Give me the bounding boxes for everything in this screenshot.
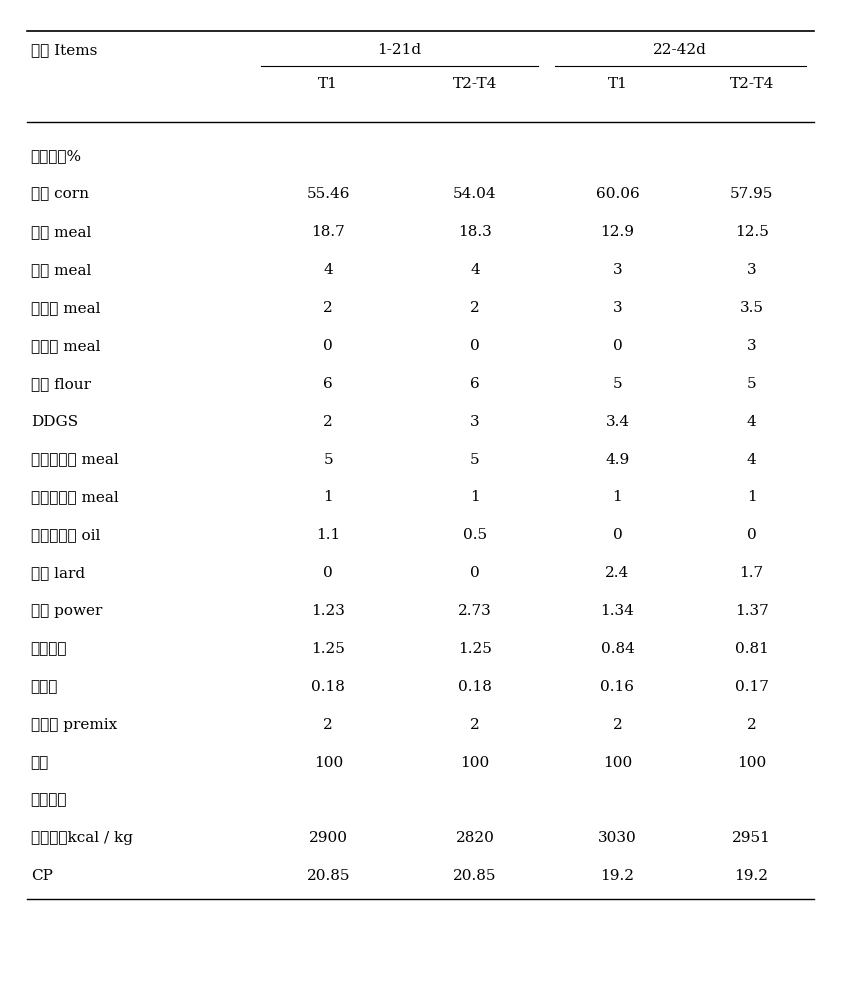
Text: 3: 3: [613, 301, 622, 315]
Text: 2: 2: [470, 718, 480, 732]
Text: 0.84: 0.84: [600, 642, 634, 656]
Text: 0: 0: [747, 528, 756, 542]
Text: 6: 6: [324, 377, 333, 391]
Text: 1.25: 1.25: [311, 642, 346, 656]
Text: T1: T1: [319, 77, 338, 91]
Text: 100: 100: [314, 756, 343, 770]
Text: 4: 4: [324, 263, 333, 277]
Text: 1.1: 1.1: [316, 528, 341, 542]
Text: 55.46: 55.46: [307, 187, 350, 201]
Text: CP: CP: [31, 869, 53, 883]
Text: 2: 2: [747, 718, 756, 732]
Text: 57.95: 57.95: [730, 187, 773, 201]
Text: 0.5: 0.5: [463, 528, 487, 542]
Text: 玉米 corn: 玉米 corn: [31, 187, 89, 201]
Text: 3: 3: [747, 339, 756, 353]
Text: 20.85: 20.85: [307, 869, 350, 883]
Text: 60.06: 60.06: [595, 187, 639, 201]
Text: 3: 3: [747, 263, 756, 277]
Text: 1.34: 1.34: [600, 604, 634, 618]
Text: 0.16: 0.16: [600, 680, 634, 694]
Text: 2: 2: [324, 301, 333, 315]
Text: 0: 0: [324, 566, 333, 580]
Text: 0.81: 0.81: [735, 642, 769, 656]
Text: 12.9: 12.9: [600, 225, 634, 239]
Text: 水解羽毛粉 meal: 水解羽毛粉 meal: [31, 490, 119, 504]
Text: 1: 1: [747, 490, 756, 504]
Text: 1: 1: [612, 490, 622, 504]
Text: 5: 5: [747, 377, 756, 391]
Text: 2.4: 2.4: [606, 566, 630, 580]
Text: 0: 0: [470, 339, 480, 353]
Text: 22-42d: 22-42d: [653, 43, 707, 57]
Text: 0: 0: [612, 528, 622, 542]
Text: 5: 5: [470, 453, 480, 467]
Text: 预混料 premix: 预混料 premix: [31, 718, 117, 732]
Text: 4: 4: [747, 415, 756, 429]
Text: 蛋氨酸: 蛋氨酸: [31, 680, 58, 694]
Text: 100: 100: [737, 756, 766, 770]
Text: 4: 4: [470, 263, 480, 277]
Text: 营养水平: 营养水平: [31, 794, 67, 808]
Text: 豆粕 meal: 豆粕 meal: [31, 225, 91, 239]
Text: 1.25: 1.25: [458, 642, 492, 656]
Text: T2-T4: T2-T4: [729, 77, 774, 91]
Text: 1.37: 1.37: [735, 604, 769, 618]
Text: 2: 2: [324, 415, 333, 429]
Text: 3030: 3030: [598, 831, 637, 845]
Text: 面粉 flour: 面粉 flour: [31, 377, 91, 391]
Text: 0: 0: [470, 566, 480, 580]
Text: 1: 1: [470, 490, 480, 504]
Text: DDGS: DDGS: [31, 415, 78, 429]
Text: 1-21d: 1-21d: [378, 43, 421, 57]
Text: 米糠粕 meal: 米糠粕 meal: [31, 339, 100, 353]
Text: 2: 2: [612, 718, 622, 732]
Text: 2820: 2820: [456, 831, 495, 845]
Text: 54.04: 54.04: [453, 187, 497, 201]
Text: 6: 6: [470, 377, 480, 391]
Text: 1.23: 1.23: [311, 604, 346, 618]
Text: 100: 100: [603, 756, 632, 770]
Text: 3: 3: [470, 415, 480, 429]
Text: 0: 0: [612, 339, 622, 353]
Text: 20.85: 20.85: [453, 869, 497, 883]
Text: 饲粮组成%: 饲粮组成%: [31, 149, 82, 163]
Text: 2951: 2951: [733, 831, 771, 845]
Text: 0.18: 0.18: [311, 680, 346, 694]
Text: 2: 2: [470, 301, 480, 315]
Text: 猪油 lard: 猪油 lard: [31, 566, 85, 580]
Text: 项目 Items: 项目 Items: [31, 43, 97, 57]
Text: 0.18: 0.18: [458, 680, 492, 694]
Text: 2.73: 2.73: [458, 604, 492, 618]
Text: 19.2: 19.2: [600, 869, 634, 883]
Text: 代谢能，kcal / kg: 代谢能，kcal / kg: [31, 831, 133, 845]
Text: 5: 5: [324, 453, 333, 467]
Text: T1: T1: [607, 77, 627, 91]
Text: 100: 100: [460, 756, 489, 770]
Text: 2: 2: [324, 718, 333, 732]
Text: 4: 4: [747, 453, 756, 467]
Text: 鸡鸭混合油 oil: 鸡鸭混合油 oil: [31, 528, 100, 542]
Text: 花生粕 meal: 花生粕 meal: [31, 301, 100, 315]
Text: 3: 3: [613, 263, 622, 277]
Text: T2-T4: T2-T4: [452, 77, 497, 91]
Text: 3.5: 3.5: [739, 301, 764, 315]
Text: 18.7: 18.7: [311, 225, 345, 239]
Text: 3.4: 3.4: [606, 415, 630, 429]
Text: 棉粕 meal: 棉粕 meal: [31, 263, 91, 277]
Text: 12.5: 12.5: [735, 225, 769, 239]
Text: 4.9: 4.9: [606, 453, 630, 467]
Text: 1: 1: [324, 490, 333, 504]
Text: 2900: 2900: [309, 831, 348, 845]
Text: 玉米蛋白粉 meal: 玉米蛋白粉 meal: [31, 453, 119, 467]
Text: 18.3: 18.3: [458, 225, 492, 239]
Text: 0.17: 0.17: [735, 680, 769, 694]
Text: 磷酸氢钙: 磷酸氢钙: [31, 642, 67, 656]
Text: 石粉 power: 石粉 power: [31, 604, 102, 618]
Text: 0: 0: [324, 339, 333, 353]
Text: 合计: 合计: [31, 756, 49, 770]
Text: 5: 5: [613, 377, 622, 391]
Text: 19.2: 19.2: [734, 869, 769, 883]
Text: 1.7: 1.7: [739, 566, 764, 580]
